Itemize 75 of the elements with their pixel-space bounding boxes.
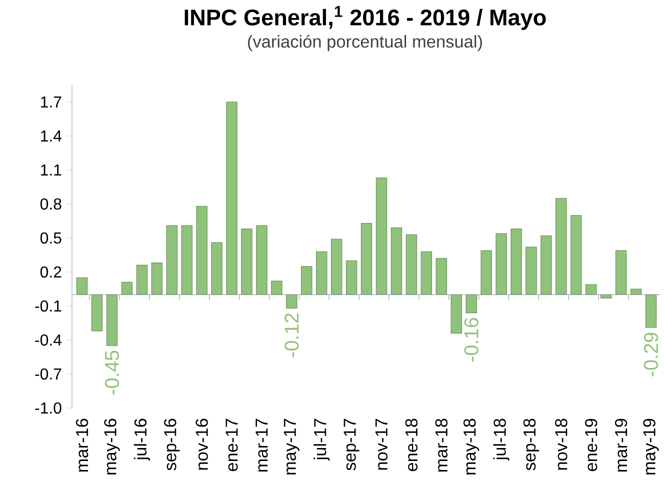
x-tick-label: nov-16 <box>196 418 208 470</box>
bar <box>570 215 582 295</box>
x-tick-label: sep-18 <box>523 418 540 470</box>
bar <box>301 266 312 295</box>
bar <box>480 250 492 295</box>
data-label: -0.16 <box>464 318 478 362</box>
bar <box>615 250 627 295</box>
bar <box>630 288 642 295</box>
y-tick-label: 1.1 <box>41 164 62 176</box>
x-tick-label: mar-17 <box>256 418 268 472</box>
bar <box>106 294 118 346</box>
bar <box>76 277 88 295</box>
bar <box>316 251 328 295</box>
chart-subtitle: (variación porcentual mensual) <box>248 34 482 52</box>
x-tick-label: jul-18 <box>493 418 510 461</box>
y-tick-label: 1.7 <box>41 96 62 108</box>
bar <box>526 246 537 295</box>
bar <box>390 228 402 295</box>
bar <box>166 225 178 295</box>
bar <box>376 178 388 295</box>
bar <box>330 238 342 295</box>
x-tick-label: mar-16 <box>76 418 88 472</box>
bar <box>510 228 522 295</box>
x-tick-label: mar-19 <box>614 418 628 472</box>
bar <box>436 258 447 295</box>
bar <box>211 242 222 295</box>
bar <box>586 284 597 295</box>
bar <box>226 102 238 295</box>
x-tick-label: sep-17 <box>344 418 360 470</box>
bar <box>256 225 268 295</box>
x-tick-label: ene-18 <box>405 418 418 472</box>
y-tick-label: -0.7 <box>35 368 62 380</box>
y-tick-label: -0.4 <box>35 334 62 346</box>
bar <box>346 260 358 295</box>
bar <box>241 228 252 295</box>
bar <box>286 294 298 309</box>
bar <box>181 225 192 295</box>
x-tick-label: may-17 <box>284 418 300 474</box>
bar <box>196 206 208 295</box>
x-tick-label: mar-18 <box>435 418 448 472</box>
y-tick-label: 1.4 <box>41 130 62 142</box>
data-label: -0.45 <box>104 350 120 394</box>
x-tick-label: sep-16 <box>164 418 180 470</box>
x-tick-label: may-18 <box>464 418 480 474</box>
bar <box>450 294 462 334</box>
bar <box>91 294 103 332</box>
x-tick-label: jul-16 <box>134 418 150 461</box>
bar <box>540 235 552 295</box>
x-tick-label: may-19 <box>643 418 659 474</box>
chart-title: INPC General,$^{1}$ 2016 - 2019 / Mayo <box>184 6 546 30</box>
y-tick-label: 0.5 <box>40 232 62 244</box>
x-tick-label: nov-18 <box>555 418 568 470</box>
y-tick-label: 0.8 <box>40 198 62 210</box>
bar <box>556 198 567 295</box>
bar <box>496 233 507 295</box>
y-tick-label: -0.1 <box>35 300 62 312</box>
bar <box>466 294 477 314</box>
y-tick-label: 0.2 <box>40 266 62 278</box>
data-label: -0.29 <box>644 332 658 376</box>
x-tick-label: may-16 <box>104 418 120 474</box>
x-tick-label: nov-17 <box>375 418 388 470</box>
bar <box>645 294 657 328</box>
bar <box>600 294 612 298</box>
bar <box>136 264 148 295</box>
bar <box>271 280 282 295</box>
bar <box>360 223 372 295</box>
bar <box>151 262 162 295</box>
x-tick-label: ene-17 <box>226 418 238 472</box>
bar <box>420 251 432 295</box>
x-tick-label: ene-19 <box>585 418 598 472</box>
data-label: -0.12 <box>284 314 299 358</box>
bar <box>406 234 418 295</box>
x-tick-label: jul-17 <box>314 418 330 461</box>
bar <box>121 282 133 295</box>
y-tick-label: -1.0 <box>35 402 62 414</box>
